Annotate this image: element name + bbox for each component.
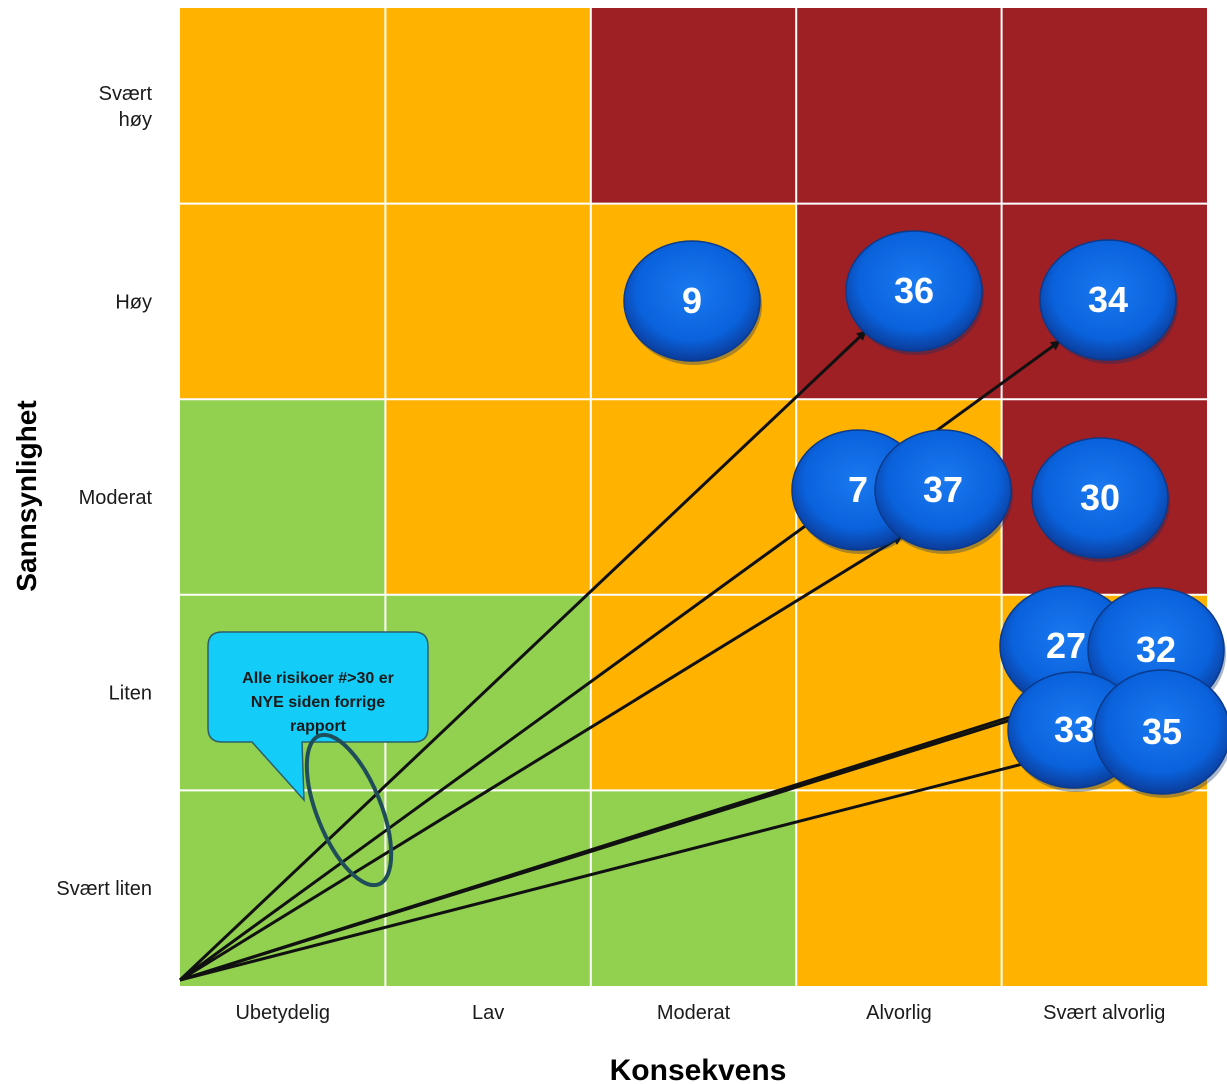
risk-bubble-30: 30 [1031, 437, 1170, 562]
matrix-cell-r5-c5 [1001, 790, 1207, 986]
arrow-group-highlight [304, 732, 394, 888]
x-tick-label: Alvorlig [866, 1002, 932, 1024]
risk-number-35: 35 [1142, 711, 1182, 752]
x-tick-label: Lav [472, 1002, 504, 1024]
x-tick-label: Svært alvorlig [1043, 1002, 1165, 1024]
y-tick-label: høy [119, 109, 152, 131]
matrix-cell-r5-c4 [796, 790, 1002, 986]
matrix-cell-r3-c2 [385, 399, 591, 595]
y-tick-label: Svært [99, 83, 153, 105]
risk-number-30: 30 [1080, 477, 1120, 518]
matrix-cell-r1-c5 [1001, 8, 1207, 204]
matrix-cell-r1-c3 [590, 8, 797, 204]
matrix-cell-r1-c4 [796, 8, 1002, 204]
matrix-cell-r4-c4 [796, 594, 1002, 791]
matrix-cell-r3-c3 [590, 399, 797, 595]
callout-line-3: rapport [290, 718, 347, 735]
risk-bubble-9: 9 [623, 240, 762, 365]
risk-bubble-35: 35 [1093, 669, 1227, 798]
matrix-cell-r4-c3 [590, 594, 797, 791]
risk-number-32: 32 [1136, 629, 1176, 670]
risk-number-33: 33 [1054, 709, 1094, 750]
risk-number-27: 27 [1046, 625, 1086, 666]
y-tick-label: Svært liten [56, 878, 152, 900]
arrow-to-risk-36 [178, 329, 868, 982]
risk-bubble-34: 34 [1039, 239, 1178, 364]
y-tick-label: Moderat [79, 487, 153, 509]
y-axis-tick-labels: Svært høy Høy Moderat Liten Svært liten [56, 83, 152, 900]
risk-bubble-37: 37 [874, 429, 1013, 554]
callout-bubble [207, 631, 429, 803]
x-tick-label: Moderat [657, 1002, 731, 1024]
matrix-cell-r2-c2 [385, 203, 591, 400]
risk-number-34: 34 [1088, 279, 1128, 320]
risk-bubbles: 9 36 34 7 37 30 27 32 33 35 [623, 230, 1227, 798]
x-axis-tick-labels: Ubetydelig Lav Moderat Alvorlig Svært alvorl… [235, 1002, 1165, 1024]
risk-number-7: 7 [848, 469, 868, 510]
arrow-to-risk-35 [179, 735, 1125, 982]
callout-line-2: NYE siden forrige [251, 694, 385, 711]
matrix-cell-r2-c1 [180, 203, 386, 400]
risk-number-37: 37 [923, 469, 963, 510]
matrix-cell-r5-c3 [590, 790, 797, 986]
x-axis-title: Konsekvens [610, 1054, 787, 1084]
risk-number-36: 36 [894, 270, 934, 311]
risk-bubble-36: 36 [845, 230, 984, 355]
callout-line-1: Alle risikoer #>30 er [242, 670, 394, 687]
callout-note: Alle risikoer #>30 er NYE siden forrige ra… [207, 631, 429, 803]
highlight-ellipse [304, 732, 394, 888]
y-tick-label: Liten [109, 683, 152, 705]
risk-number-9: 9 [682, 280, 702, 321]
x-tick-label: Ubetydelig [235, 1002, 330, 1024]
matrix-cell-r5-c2 [385, 790, 591, 986]
matrix-cells [180, 8, 1207, 986]
matrix-gridlines [180, 8, 1207, 986]
matrix-cell-r1-c2 [385, 8, 591, 204]
matrix-cell-r3-c1 [180, 399, 386, 595]
matrix-cell-r1-c1 [180, 8, 386, 204]
y-tick-label: Høy [115, 291, 152, 313]
arrow-to-risk-37 [179, 534, 903, 982]
arrow-to-risk-33 [179, 709, 1027, 982]
y-axis-title: Sannsynlighet [11, 400, 42, 591]
